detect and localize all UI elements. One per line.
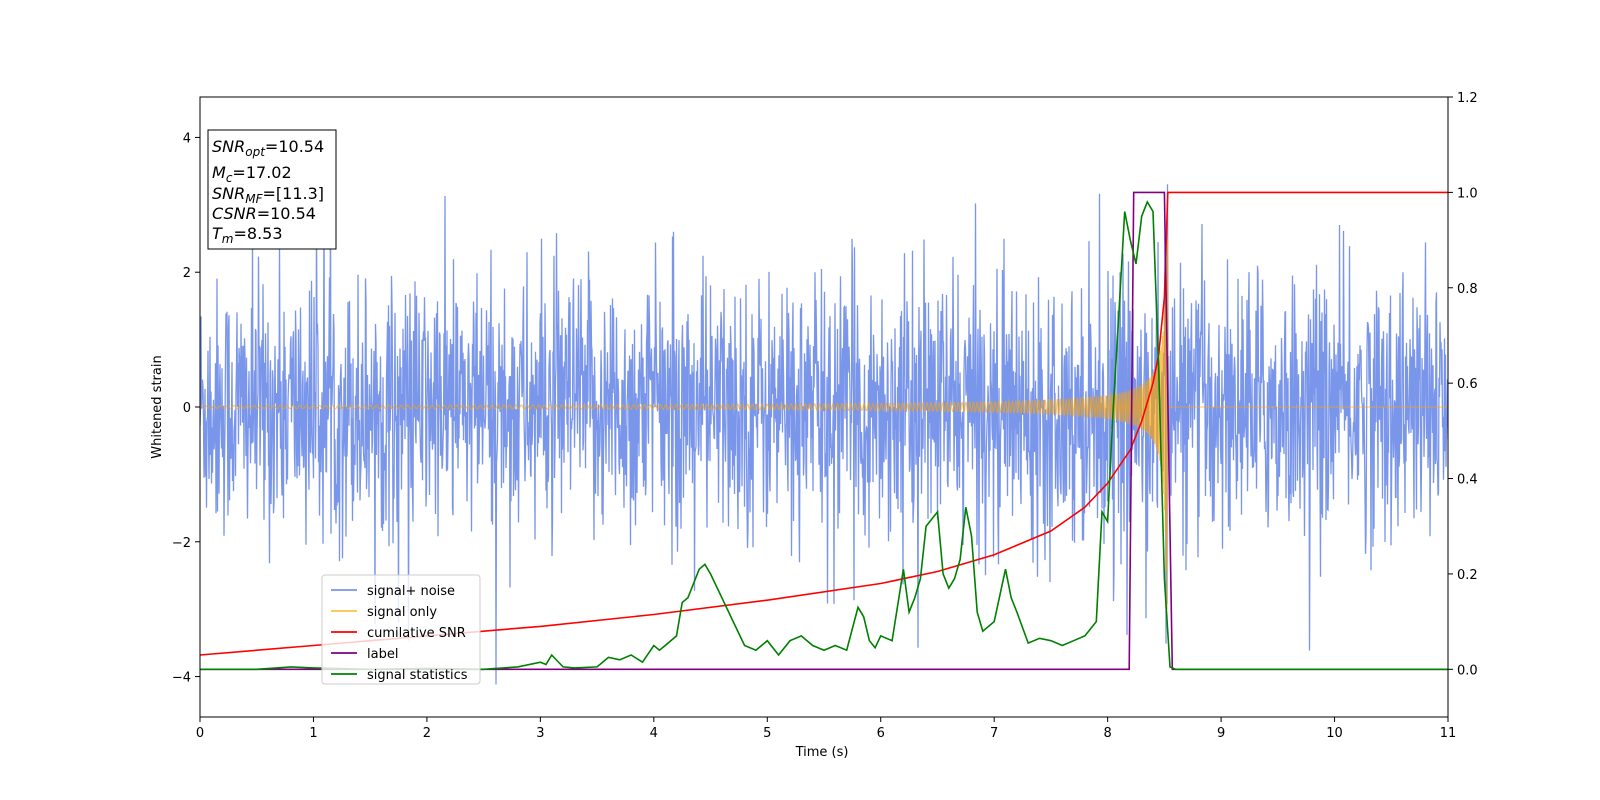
series-signal-only-line bbox=[200, 233, 1448, 609]
x-tick-label: 7 bbox=[990, 726, 998, 741]
info-box: SNRopt=10.54 Mc=17.02 SNRMF=[11.3] CSNR=… bbox=[207, 129, 337, 250]
y-axis-label: Whitened strain bbox=[150, 355, 165, 458]
x-tick-label: 3 bbox=[536, 726, 544, 741]
y-axis-right: 0.0 0.2 0.4 0.6 0.8 1.0 1.2 bbox=[1448, 91, 1478, 678]
y-tick-label: 4 bbox=[183, 131, 191, 146]
y2-tick-label: 0.0 bbox=[1457, 663, 1478, 678]
plot-area bbox=[200, 163, 1448, 685]
legend-frame bbox=[321, 574, 481, 685]
legend-label: label bbox=[367, 647, 398, 662]
y-axis-left: −4 −2 0 2 4 bbox=[172, 131, 200, 686]
legend: signal+ noise signal only cumilative SNR la… bbox=[321, 574, 481, 685]
x-tick-label: 10 bbox=[1326, 726, 1343, 741]
legend-label: signal statistics bbox=[367, 668, 468, 683]
info-snr-mf: SNRMF=[11.3] bbox=[212, 184, 324, 206]
legend-label: cumilative SNR bbox=[367, 626, 466, 641]
x-tick-label: 5 bbox=[763, 726, 771, 741]
x-tick-label: 9 bbox=[1217, 726, 1225, 741]
x-tick-label: 0 bbox=[196, 726, 204, 741]
x-tick-label: 2 bbox=[423, 726, 431, 741]
y2-tick-label: 0.4 bbox=[1457, 473, 1478, 488]
y2-tick-label: 0.2 bbox=[1457, 568, 1478, 583]
y2-tick-label: 0.8 bbox=[1457, 282, 1478, 297]
series-signal-statistics-line bbox=[200, 200, 1448, 671]
info-mc: Mc=17.02 bbox=[212, 163, 292, 185]
info-tm: Tm=8.53 bbox=[212, 224, 283, 246]
y2-tick-label: 1.2 bbox=[1457, 91, 1478, 106]
series-signal-plus-noise-line bbox=[200, 163, 1448, 685]
x-tick-label: 1 bbox=[309, 726, 317, 741]
legend-label: signal only bbox=[367, 605, 437, 620]
x-axis: 0 1 2 3 4 5 6 7 8 9 10 11 bbox=[196, 717, 1456, 741]
y-tick-label: 2 bbox=[183, 266, 191, 281]
legend-label: signal+ noise bbox=[367, 584, 455, 599]
x-tick-label: 8 bbox=[1103, 726, 1111, 741]
info-csnr: CSNR=10.54 bbox=[212, 204, 316, 223]
x-tick-label: 4 bbox=[650, 726, 658, 741]
x-axis-label: Time (s) bbox=[795, 745, 849, 760]
x-tick-label: 6 bbox=[877, 726, 885, 741]
y-tick-label: −2 bbox=[172, 536, 191, 551]
x-tick-label: 11 bbox=[1440, 726, 1457, 741]
y-tick-label: 0 bbox=[183, 401, 191, 416]
y-tick-label: −4 bbox=[172, 671, 191, 686]
info-snr-opt: SNRopt=10.54 bbox=[212, 137, 324, 159]
info-box-frame bbox=[207, 129, 337, 250]
y2-tick-label: 0.6 bbox=[1457, 377, 1478, 392]
y2-tick-label: 1.0 bbox=[1457, 186, 1478, 201]
